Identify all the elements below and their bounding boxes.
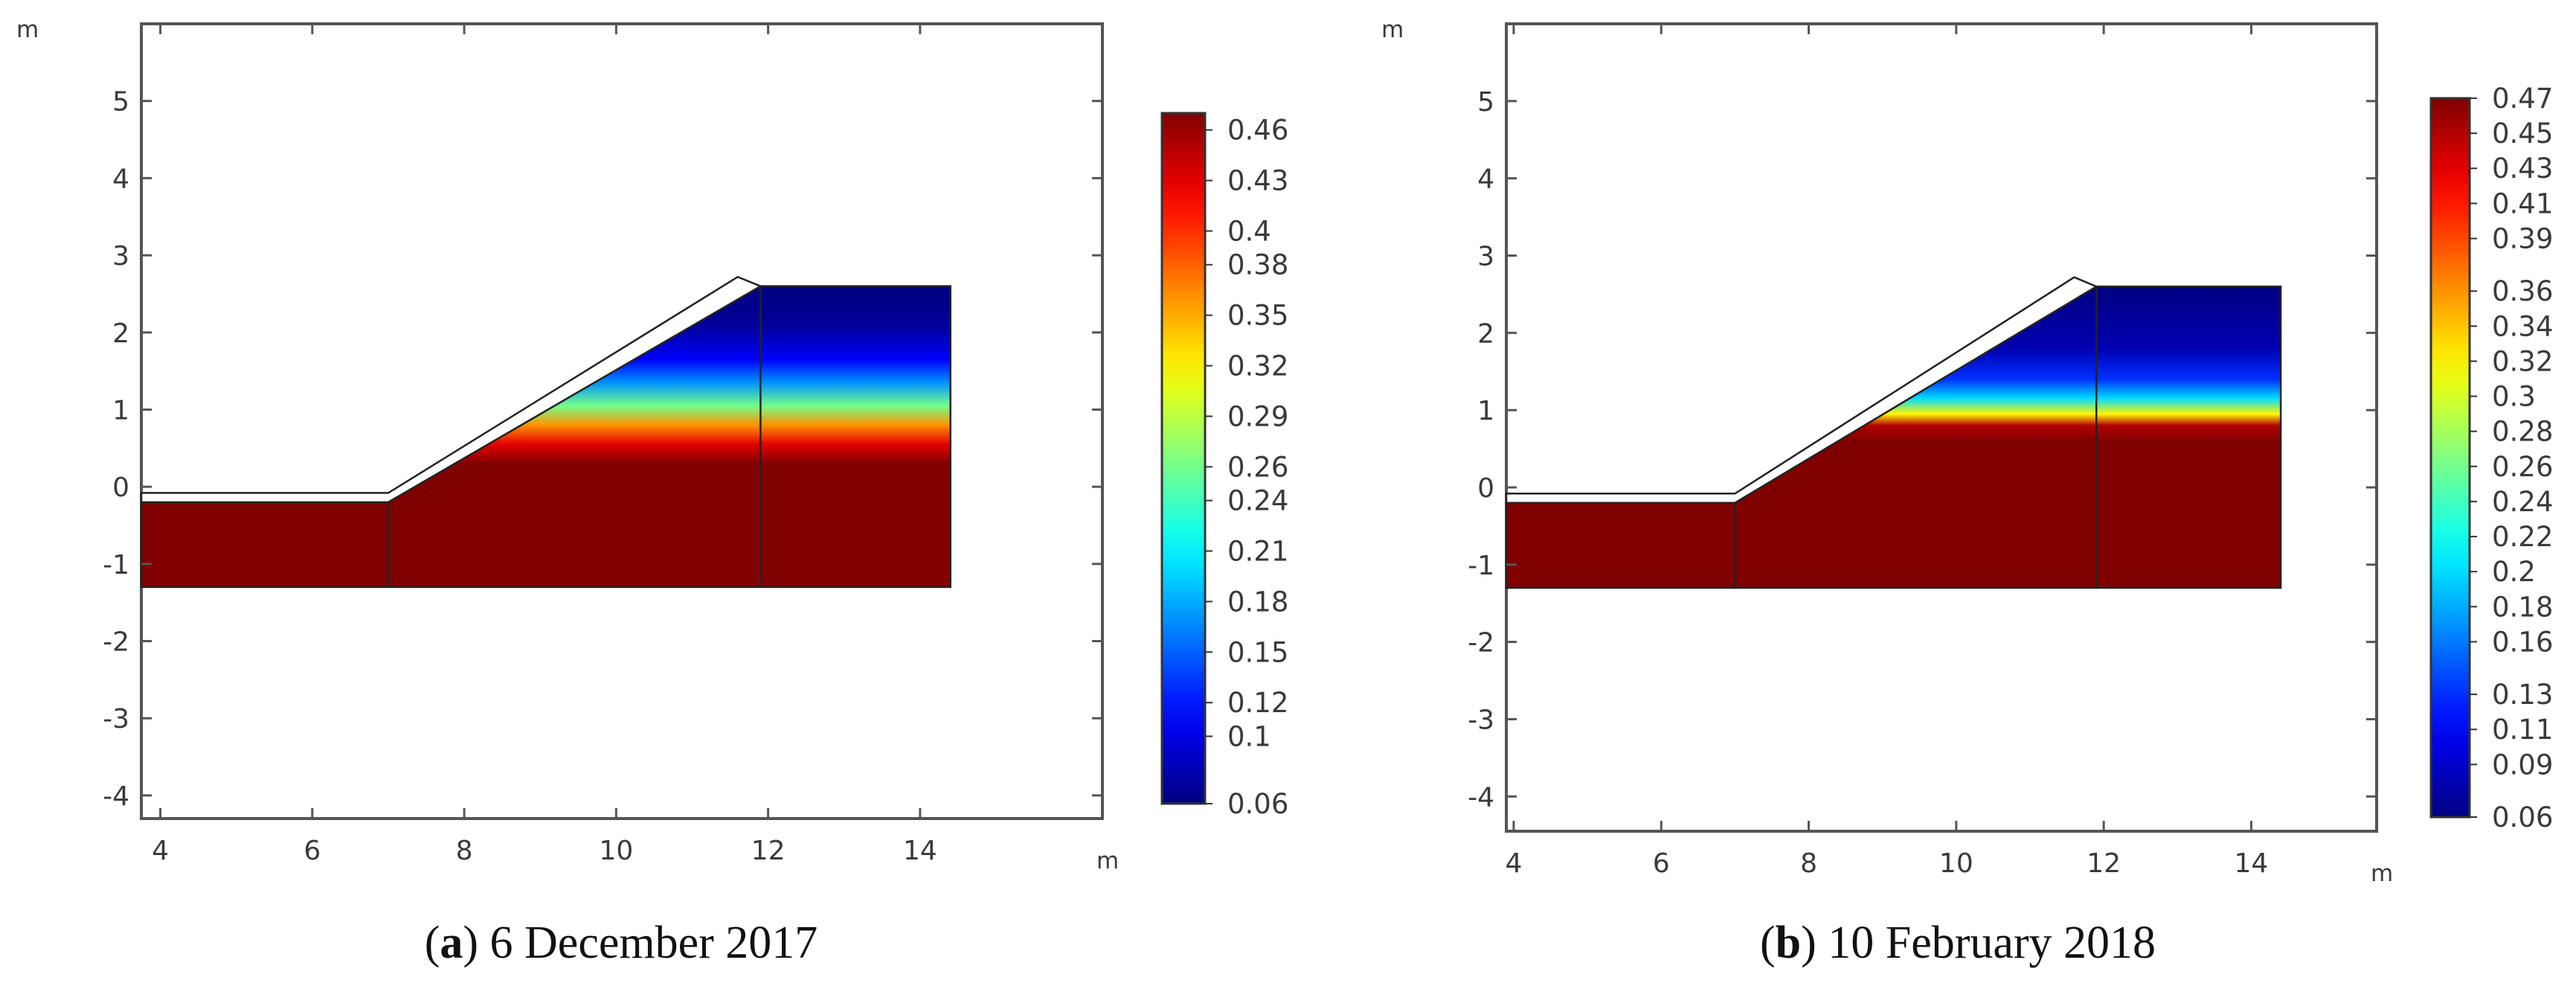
x-tick-label: 12 [751,836,786,866]
y-tick-label: 0 [112,473,129,503]
panel-a: 4 6 8 10 12 14543210-1-2-3-4mm0.460.430.40.38… [16,16,1288,874]
x-tick-label: 14 [903,836,937,866]
y-tick-label: 2 [1477,318,1494,349]
colorbar-label: 0.11 [2492,714,2553,746]
panel-b: 4 6 8 10 12 14543210-1-2-3-4mm0.470.450.430.4… [1381,16,2553,887]
x-tick-label: 6 [303,836,321,866]
colorbar-label: 0.24 [2492,486,2553,518]
y-unit-label: m [16,16,39,43]
colorbar-label: 0.16 [2492,626,2553,658]
y-tick-label: 3 [112,241,129,272]
colorbar-label: 0.43 [2492,153,2553,185]
y-tick-label: 1 [1477,396,1494,426]
colorbar-label: 0.4 [1227,215,1271,247]
colorbar-label: 0.18 [1227,586,1288,618]
x-tick-label: 4 [1505,848,1522,879]
colorbar-label: 0.09 [2492,749,2553,781]
x-tick-label: 10 [1939,848,1973,879]
x-tick-label: 4 [152,836,169,866]
colorbar-label: 0.34 [2492,310,2553,342]
colorbar-label: 0.1 [1227,720,1271,752]
y-tick-label: -3 [103,704,129,734]
caption-b-letter: b [1776,918,1801,968]
y-tick-label: 5 [112,87,129,118]
x-unit-label: m [2371,860,2393,887]
caption-a: (a) 6 December 2017 [425,918,818,968]
y-unit-label: m [1381,16,1404,43]
y-tick-label: 1 [112,395,129,426]
colorbar-label: 0.3 [2492,381,2536,413]
y-tick-label: 5 [1477,87,1494,118]
y-tick-label: 0 [1477,473,1494,504]
y-tick-label: -2 [103,627,129,658]
x-tick-label: 6 [1653,848,1670,879]
x-tick-label: 10 [599,836,633,866]
colorbar-label: 0.2 [2492,556,2536,588]
colorbar-label: 0.43 [1227,165,1288,197]
colorbar-label: 0.13 [2492,679,2553,711]
colorbar-label: 0.18 [2492,591,2553,623]
colorbar-label: 0.47 [2492,83,2553,115]
colorbar-label: 0.41 [2492,188,2553,220]
colorbar [2429,97,2471,819]
caption-b-text: 10 February 2018 [1828,918,2156,968]
colorbar-label: 0.29 [1227,400,1288,432]
x-tick-label: 14 [2235,848,2269,879]
caption-a-letter: a [440,918,463,968]
colorbar-label: 0.45 [2492,118,2553,150]
y-tick-label: -2 [1468,628,1494,659]
colorbar-label: 0.26 [1227,451,1288,483]
colorbar-label: 0.46 [1227,115,1288,147]
y-tick-label: -1 [103,550,129,580]
x-tick-label: 12 [2087,848,2121,879]
colorbar-label: 0.39 [2492,223,2553,254]
y-tick-label: 2 [112,318,129,349]
colorbar-label: 0.38 [1227,249,1288,281]
x-tick-label: 8 [456,836,473,866]
caption-a-text: 6 December 2017 [490,918,818,968]
y-tick-label: -4 [103,781,129,812]
colorbar-label: 0.26 [2492,451,2553,483]
y-tick-label: 4 [1477,164,1494,195]
colorbar-label: 0.21 [1227,535,1288,567]
y-tick-label: -3 [1468,705,1494,735]
colorbar-label: 0.06 [1227,788,1288,820]
colorbar [1160,112,1207,805]
colorbar-label: 0.24 [1227,485,1288,517]
colorbar-label: 0.32 [2492,345,2553,377]
x-tick-label: 8 [1800,848,1817,879]
colorbar-label: 0.36 [2492,275,2553,307]
y-tick-label: -1 [1468,551,1494,581]
caption-b: (b) 10 February 2018 [1760,918,2156,968]
colorbar-label: 0.35 [1227,300,1288,332]
colorbar-label: 0.28 [2492,416,2553,448]
colorbar-label: 0.22 [2492,521,2553,553]
y-tick-label: 3 [1477,241,1494,272]
colorbar-label: 0.15 [1227,636,1288,668]
y-tick-label: 4 [112,164,129,194]
colorbar-label: 0.06 [2492,801,2553,833]
x-unit-label: m [1096,848,1119,874]
colorbar-label: 0.32 [1227,350,1288,382]
colorbar-label: 0.12 [1227,687,1288,719]
y-tick-label: -4 [1468,782,1494,813]
